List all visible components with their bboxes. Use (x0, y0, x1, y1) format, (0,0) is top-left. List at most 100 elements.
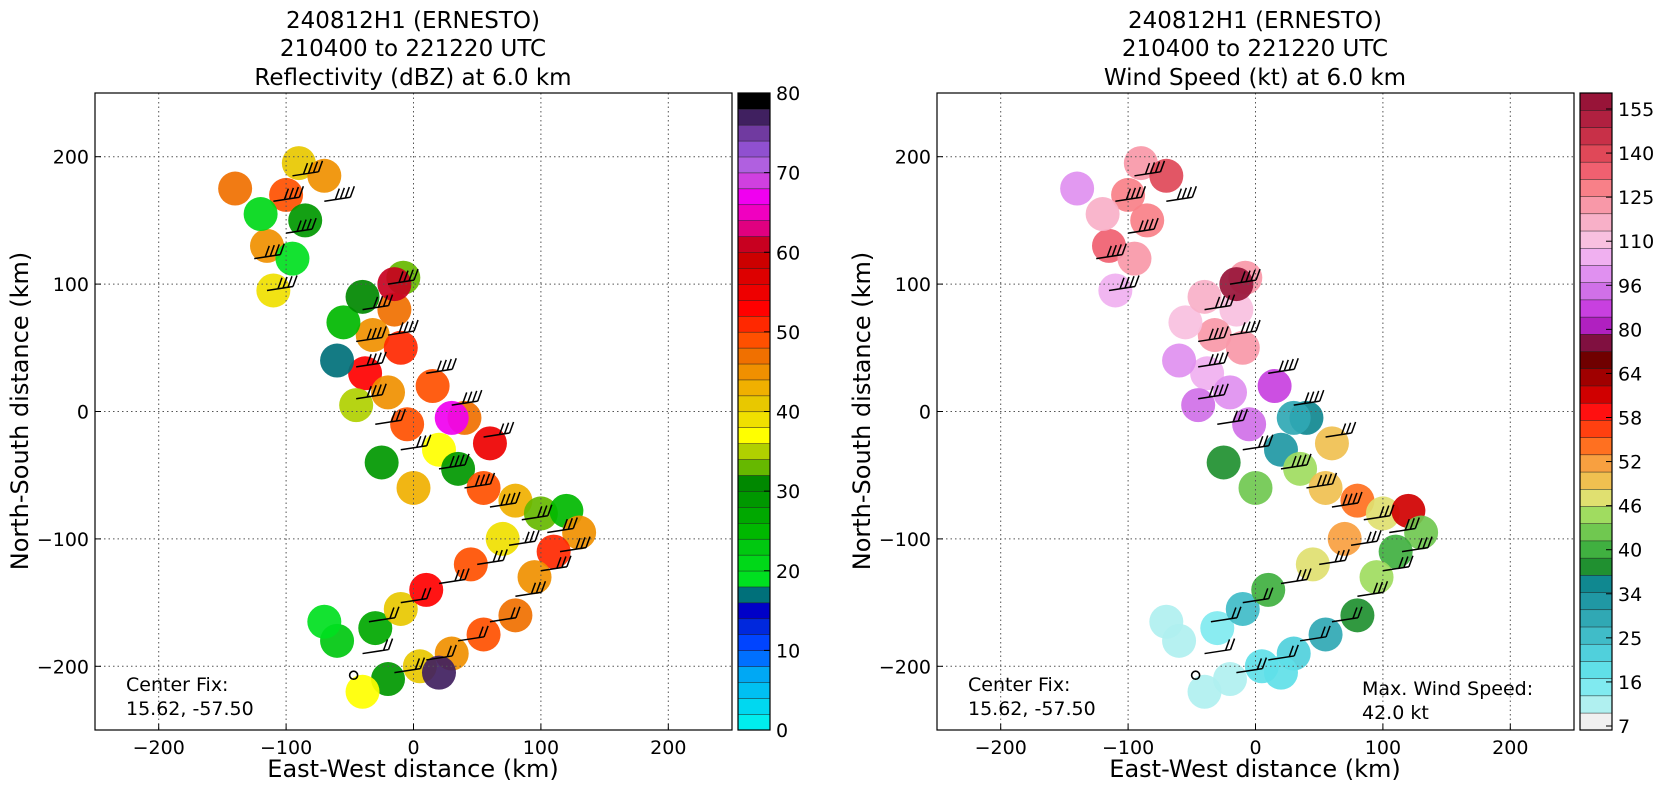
colorbar-segment (1579, 264, 1613, 283)
wind-barb (1268, 644, 1299, 661)
field-cell (485, 521, 520, 556)
field-cell (1276, 400, 1311, 435)
field-cell (345, 279, 380, 314)
wind-barb (1210, 606, 1242, 623)
x-tick-label: 200 (650, 737, 686, 759)
colorbar-segment (1579, 678, 1613, 697)
field-cell (1168, 305, 1203, 340)
colorbar-segment (737, 124, 771, 142)
wind-barb (1319, 549, 1350, 566)
wind-barb (375, 408, 406, 425)
field-cell (345, 674, 380, 709)
wind-barb (1108, 275, 1140, 292)
y-tick-label: 0 (77, 402, 89, 424)
field-cell (1359, 560, 1394, 595)
chart-title-line-2: 210400 to 221220 UTC (280, 36, 546, 62)
wind-barb (292, 160, 324, 177)
colorbar-segment (737, 140, 771, 158)
center-fix-value: 15.62, -57.50 (126, 698, 254, 720)
y-tick-label: 200 (53, 147, 89, 169)
colorbar-segment (1579, 109, 1613, 128)
wind-barb (387, 268, 419, 285)
field-cell (377, 267, 412, 302)
colorbar-segment (1579, 385, 1613, 404)
colorbar-segment (1579, 230, 1613, 249)
x-tick-label: −100 (1102, 737, 1154, 759)
field-cell (1098, 273, 1133, 308)
field-cell (498, 598, 533, 633)
center-fix-label: Center Fix: (126, 674, 228, 696)
colorbar-segment (1579, 368, 1613, 387)
wind-barb (400, 434, 432, 451)
colorbar-segment (737, 188, 771, 206)
colorbar-segment (1579, 626, 1613, 645)
field-cell (1225, 330, 1260, 365)
x-tick-label: 200 (1492, 737, 1528, 759)
wind-barb (515, 580, 547, 597)
wind-barb (489, 606, 521, 623)
wind-barb (356, 351, 387, 368)
field-cell (243, 197, 278, 232)
colorbar-tick-label: 7 (1618, 716, 1630, 738)
field-cell (1365, 496, 1400, 531)
colorbar-segment (1579, 213, 1613, 232)
field-cell (409, 572, 444, 607)
wind-barb (438, 568, 470, 585)
colorbar-segment (737, 315, 771, 333)
field-cell (371, 662, 406, 697)
colorbar-segment (737, 427, 771, 444)
field-cell (1340, 598, 1375, 633)
field-cell (1251, 572, 1286, 607)
field-cell (1308, 617, 1343, 652)
field-cell (307, 604, 342, 639)
wind-barb (1280, 568, 1312, 585)
center-fix-marker (1190, 670, 1201, 681)
field-cell (523, 496, 558, 531)
x-axis-label: East-West distance (km) (267, 755, 558, 783)
wind-barb (1325, 421, 1357, 438)
wind-barb (273, 186, 305, 203)
colorbar-segment (1579, 437, 1613, 456)
colorbar-tick-label: 140 (1618, 143, 1654, 165)
field-cell (326, 305, 361, 340)
colorbar-tick-label: 46 (1618, 496, 1642, 518)
wind-barb (438, 453, 470, 470)
colorbar-tick-label: 50 (776, 322, 800, 344)
field-cell (1197, 318, 1232, 353)
wind-barb (457, 625, 489, 642)
colorbar-segment (737, 172, 771, 190)
x-axis-label: East-West distance (km) (1109, 755, 1400, 783)
colorbar-segment (737, 713, 771, 731)
wind-barb (1401, 536, 1433, 553)
colorbar-tick-label: 25 (1618, 628, 1642, 650)
wind-barb (362, 294, 394, 311)
colorbar-segment (737, 570, 771, 588)
colorbar-segment (737, 650, 771, 667)
wind-barb (540, 555, 572, 572)
colorbar-segment (737, 156, 771, 174)
colorbar-segment (1579, 523, 1613, 542)
colorbar-tick-labels: 80 70 60 50 40 30 20 10 0 (764, 83, 800, 742)
colorbar-tick-label: 64 (1618, 363, 1642, 385)
reflectivity-colorbar (737, 92, 771, 731)
wind-barb (362, 638, 394, 655)
reflectivity-panel: 240812H1 (ERNESTO) 210400 to 221220 UTC … (6, 8, 800, 783)
colorbar-segment (737, 283, 771, 301)
colorbar-segment (737, 634, 771, 651)
wind-barb (1363, 504, 1395, 521)
field-cell (1162, 343, 1197, 378)
field-cell (498, 483, 533, 518)
colorbar-segment (737, 236, 771, 253)
colorbar-segment (737, 586, 771, 604)
wind-barb (1357, 580, 1389, 597)
field-cell (355, 318, 390, 353)
colorbar-segment (1579, 660, 1613, 679)
colorbar-tick-label: 34 (1618, 584, 1642, 606)
field-cell (396, 470, 431, 505)
wind-barb (1293, 389, 1325, 406)
wind-speed-colorbar (1579, 92, 1613, 731)
field-cell (256, 273, 291, 308)
field-cell (1187, 279, 1222, 314)
field-cell (1238, 470, 1273, 505)
colorbar-segment (1579, 127, 1613, 146)
